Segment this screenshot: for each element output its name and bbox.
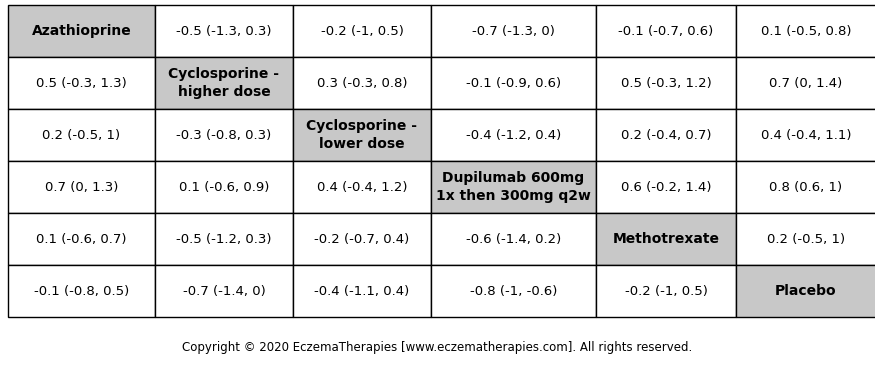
Text: Methotrexate: Methotrexate [612,232,719,246]
Text: 0.1 (-0.5, 0.8): 0.1 (-0.5, 0.8) [760,25,851,38]
Bar [293,5,431,57]
Text: Azathioprine: Azathioprine [31,24,131,38]
Text: -0.4 (-1.2, 0.4): -0.4 (-1.2, 0.4) [466,129,561,141]
Text: 0.6 (-0.2, 1.4): 0.6 (-0.2, 1.4) [620,181,711,194]
Bar [431,161,596,213]
Bar [8,57,155,109]
Bar [293,213,431,265]
Text: 0.2 (-0.4, 0.7): 0.2 (-0.4, 0.7) [620,129,711,141]
Bar [8,5,155,57]
Bar [431,5,596,57]
Bar [293,109,431,161]
Bar [596,265,736,317]
Bar [431,265,596,317]
Bar [155,5,293,57]
Text: Dupilumab 600mg
1x then 300mg q2w: Dupilumab 600mg 1x then 300mg q2w [436,171,591,203]
Text: -0.3 (-0.8, 0.3): -0.3 (-0.8, 0.3) [177,129,271,141]
Text: -0.1 (-0.7, 0.6): -0.1 (-0.7, 0.6) [619,25,714,38]
Text: 0.7 (0, 1.4): 0.7 (0, 1.4) [769,76,843,90]
Text: 0.2 (-0.5, 1): 0.2 (-0.5, 1) [766,232,845,245]
Text: Cyclosporine -
lower dose: Cyclosporine - lower dose [306,119,417,151]
Bar [155,57,293,109]
Text: -0.2 (-1, 0.5): -0.2 (-1, 0.5) [625,285,708,298]
Text: -0.1 (-0.8, 0.5): -0.1 (-0.8, 0.5) [34,285,130,298]
Bar [8,265,155,317]
Text: -0.2 (-0.7, 0.4): -0.2 (-0.7, 0.4) [314,232,410,245]
Text: 0.1 (-0.6, 0.7): 0.1 (-0.6, 0.7) [36,232,127,245]
Bar [596,109,736,161]
Bar [431,109,596,161]
Bar [155,213,293,265]
Bar [596,5,736,57]
Text: 0.4 (-0.4, 1.1): 0.4 (-0.4, 1.1) [760,129,851,141]
Bar [8,109,155,161]
Bar [736,265,875,317]
Bar [293,265,431,317]
Text: 0.3 (-0.3, 0.8): 0.3 (-0.3, 0.8) [317,76,407,90]
Bar [736,161,875,213]
Bar [736,213,875,265]
Bar [155,265,293,317]
Text: -0.2 (-1, 0.5): -0.2 (-1, 0.5) [320,25,403,38]
Bar [596,213,736,265]
Bar [736,5,875,57]
Bar [596,161,736,213]
Bar [293,57,431,109]
Bar [431,213,596,265]
Text: Copyright © 2020 EczemaTherapies [www.eczematherapies.com]. All rights reserved.: Copyright © 2020 EczemaTherapies [www.ec… [182,342,693,354]
Bar [293,161,431,213]
Bar [155,109,293,161]
Bar [736,57,875,109]
Text: 0.5 (-0.3, 1.2): 0.5 (-0.3, 1.2) [620,76,711,90]
Text: Cyclosporine -
higher dose: Cyclosporine - higher dose [169,68,279,98]
Bar [155,161,293,213]
Text: -0.5 (-1.3, 0.3): -0.5 (-1.3, 0.3) [176,25,272,38]
Bar [8,213,155,265]
Text: -0.4 (-1.1, 0.4): -0.4 (-1.1, 0.4) [314,285,410,298]
Bar [736,109,875,161]
Bar [8,161,155,213]
Text: -0.1 (-0.9, 0.6): -0.1 (-0.9, 0.6) [466,76,561,90]
Text: 0.5 (-0.3, 1.3): 0.5 (-0.3, 1.3) [36,76,127,90]
Text: -0.7 (-1.4, 0): -0.7 (-1.4, 0) [183,285,265,298]
Text: -0.7 (-1.3, 0): -0.7 (-1.3, 0) [473,25,555,38]
Text: Placebo: Placebo [775,284,836,298]
Text: -0.5 (-1.2, 0.3): -0.5 (-1.2, 0.3) [176,232,272,245]
Text: 0.2 (-0.5, 1): 0.2 (-0.5, 1) [42,129,121,141]
Text: 0.1 (-0.6, 0.9): 0.1 (-0.6, 0.9) [178,181,270,194]
Bar [596,57,736,109]
Text: 0.4 (-0.4, 1.2): 0.4 (-0.4, 1.2) [317,181,407,194]
Bar [431,57,596,109]
Text: -0.8 (-1, -0.6): -0.8 (-1, -0.6) [470,285,557,298]
Text: 0.8 (0.6, 1): 0.8 (0.6, 1) [769,181,843,194]
Text: 0.7 (0, 1.3): 0.7 (0, 1.3) [45,181,118,194]
Text: -0.6 (-1.4, 0.2): -0.6 (-1.4, 0.2) [466,232,561,245]
